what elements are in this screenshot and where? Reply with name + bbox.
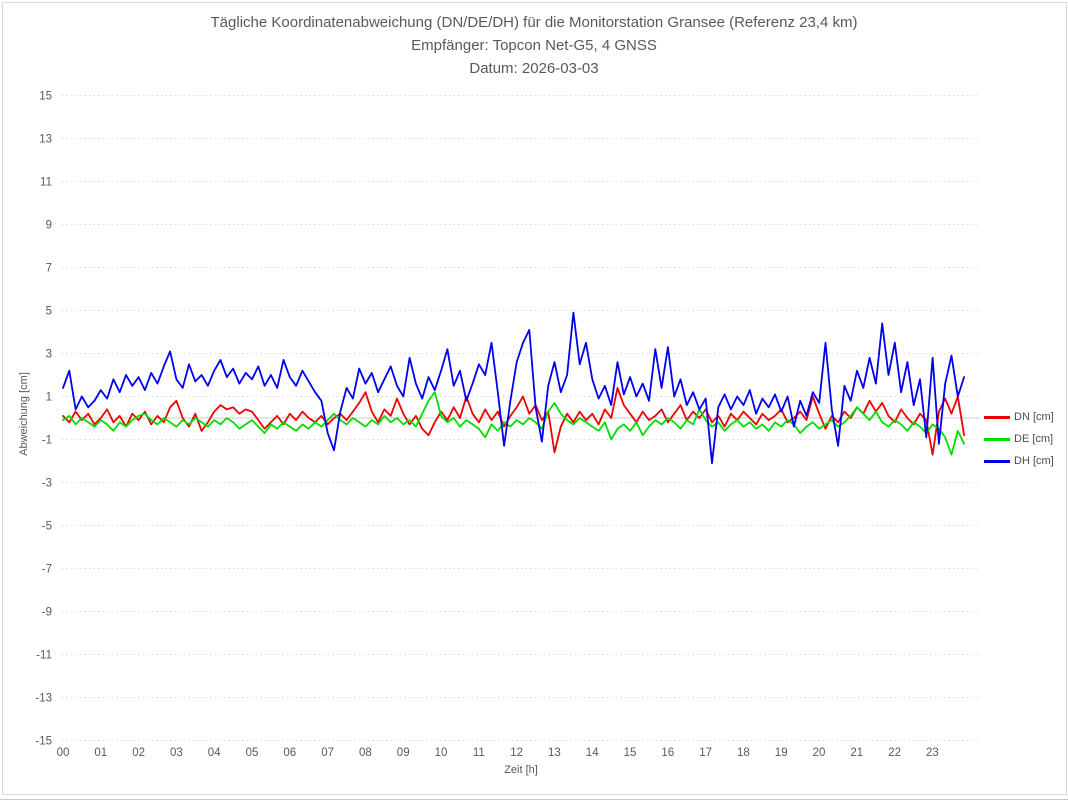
x-tick-label: 17 (699, 747, 712, 759)
x-tick-label: 15 (624, 747, 637, 759)
chart-subtitle-receiver: Empfänger: Topcon Net-G5, 4 GNSS (411, 37, 657, 54)
x-tick-label: 00 (57, 747, 70, 759)
legend-item-dh: DH [cm] (984, 450, 1054, 472)
y-tick-label: -13 (35, 693, 52, 705)
x-tick-label: 16 (661, 747, 674, 759)
y-tick-label: -3 (42, 478, 52, 490)
legend-label-dn: DN [cm] (1014, 411, 1054, 423)
x-tick-label: 10 (435, 747, 448, 759)
x-tick-label: 21 (850, 747, 863, 759)
x-tick-label: 18 (737, 747, 750, 759)
y-tick-label: -11 (36, 650, 52, 662)
window-bottom-edge (0, 799, 1068, 800)
x-tick-label: 20 (813, 747, 826, 759)
x-tick-label: 05 (246, 747, 259, 759)
series-line-de (62, 391, 965, 456)
y-tick-label: 5 (46, 306, 52, 318)
chart-title: Tägliche Koordinatenabweichung (DN/DE/DH… (210, 14, 858, 31)
y-tick-label: 7 (46, 263, 52, 275)
x-tick-label: 04 (208, 747, 221, 759)
legend-swatch-dh (984, 459, 1010, 463)
y-tick-label: 9 (46, 220, 52, 232)
x-tick-label: 08 (359, 747, 372, 759)
x-tick-label: 23 (926, 747, 939, 759)
x-tick-label: 19 (775, 747, 788, 759)
chart-subtitle-date: Datum: 2026-03-03 (469, 60, 599, 77)
x-tick-label: 22 (888, 747, 901, 759)
x-axis-label: Zeit [h] (504, 764, 538, 776)
legend-item-de: DE [cm] (984, 428, 1054, 450)
x-tick-label: 01 (94, 747, 107, 759)
legend-label-de: DE [cm] (1014, 433, 1054, 445)
y-axis-label: Abweichung [cm] (18, 372, 30, 456)
legend-swatch-de (984, 437, 1010, 441)
y-tick-label: 3 (46, 349, 52, 361)
legend-swatch-dn (984, 415, 1010, 419)
y-tick-label: -7 (42, 564, 52, 576)
y-tick-label: -9 (42, 607, 52, 619)
legend: DN [cm] DE [cm] DH [cm] (984, 406, 1054, 472)
y-tick-label: 15 (39, 91, 52, 103)
series-line-dh (62, 311, 965, 465)
chart-title-block: Tägliche Koordinatenabweichung (DN/DE/DH… (0, 11, 1068, 80)
x-tick-label: 13 (548, 747, 561, 759)
x-tick-label: 03 (170, 747, 183, 759)
x-tick-label: 07 (321, 747, 334, 759)
x-tick-label: 02 (132, 747, 145, 759)
x-tick-label: 11 (473, 747, 485, 759)
series-line-dn (62, 386, 965, 456)
y-tick-label: 1 (46, 392, 52, 404)
y-tick-label: 11 (40, 177, 52, 189)
y-tick-label: 13 (39, 134, 52, 146)
legend-item-dn: DN [cm] (984, 406, 1054, 428)
x-tick-label: 06 (283, 747, 296, 759)
y-tick-label: -5 (42, 521, 52, 533)
x-tick-label: 12 (510, 747, 523, 759)
legend-label-dh: DH [cm] (1014, 455, 1054, 467)
x-tick-label: 14 (586, 747, 599, 759)
x-tick-label: 09 (397, 747, 410, 759)
y-tick-label: -15 (35, 736, 52, 748)
y-tick-label: -1 (42, 435, 52, 447)
